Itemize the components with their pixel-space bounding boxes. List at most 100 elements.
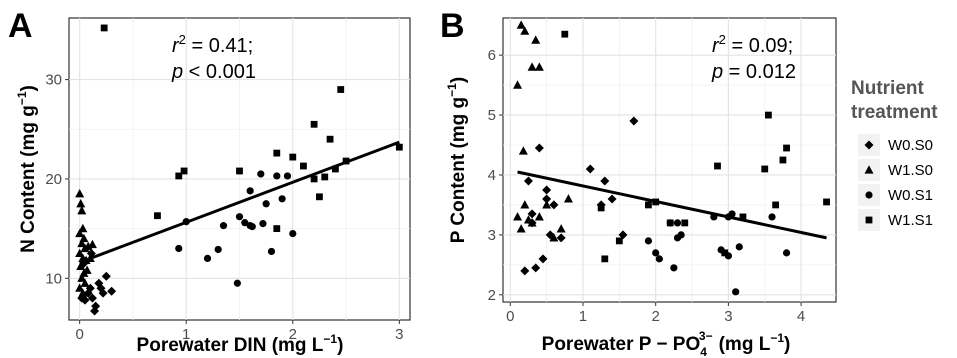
point-w0-s1 xyxy=(782,249,791,257)
point-w1-s1 xyxy=(779,156,787,164)
point-w1-s0 xyxy=(513,80,523,89)
point-w0-s0 xyxy=(538,254,548,264)
point-w1-s0 xyxy=(518,146,528,155)
point-w0-s0 xyxy=(87,293,97,303)
point-w1-s0 xyxy=(77,205,87,215)
point-w0-s0 xyxy=(523,176,533,186)
y-axis-title-a: N Content (mg g−1) xyxy=(15,85,39,253)
point-w1-s0 xyxy=(549,233,559,242)
r2-stat-b: r2 = 0.09; xyxy=(712,32,793,57)
point-w0-s1 xyxy=(728,210,736,218)
x-axis-unit-open-b: (mg L xyxy=(719,334,771,355)
point-w0-s1 xyxy=(273,172,281,180)
point-w0-s0 xyxy=(629,116,639,126)
x-axis-unit-exp-b: −1 xyxy=(770,331,784,345)
panel-letter-a: A xyxy=(8,7,33,45)
point-w0-s1 xyxy=(257,170,265,178)
p-stat-a: p < 0.001 xyxy=(171,61,256,83)
y-axis-main-b: P Content xyxy=(448,149,469,244)
point-w0-s1 xyxy=(246,187,254,195)
point-w0-s0 xyxy=(520,266,530,276)
point-w1-s1 xyxy=(310,175,318,183)
fit-line-b xyxy=(517,170,827,240)
r2-symbol-b: r xyxy=(712,35,720,57)
point-w1-s1 xyxy=(180,167,188,175)
point-w0-s0 xyxy=(90,306,100,316)
p-symbol-a: p xyxy=(171,61,183,83)
point-w1-s0 xyxy=(82,265,92,274)
x-tick-label: 0 xyxy=(506,308,514,325)
point-w0-s1 xyxy=(732,288,740,296)
y-tick-label: 5 xyxy=(488,107,496,124)
point-w1-s1 xyxy=(326,135,334,143)
y-axis-unit-exp-b: −1 xyxy=(445,83,459,97)
point-w0-s0 xyxy=(542,194,552,204)
x-ticks-a: 0 1 2 3 xyxy=(75,320,404,343)
point-w0-s1 xyxy=(233,279,241,287)
point-w0-s0 xyxy=(101,271,111,281)
point-w1-s1 xyxy=(154,212,161,220)
y-tick-label: 2 xyxy=(488,287,496,304)
point-w1-s1 xyxy=(310,120,318,128)
legend-marker-square xyxy=(865,216,873,224)
y-axis-unit-exp-a: −1 xyxy=(15,91,29,105)
panel-letter-b: B xyxy=(440,7,465,45)
x-axis-main-a: Porewater DIN xyxy=(137,335,272,356)
point-w1-s0 xyxy=(520,26,530,35)
point-w1-s0 xyxy=(75,189,85,198)
point-w1-s0 xyxy=(513,212,523,221)
legend-marker-triangle xyxy=(864,165,874,174)
point-w1-s1 xyxy=(332,165,339,173)
point-w1-s0 xyxy=(563,194,573,203)
legend-title-line2: treatment xyxy=(851,102,938,123)
y-axis-title-b: P Content (mg g−1) xyxy=(445,77,469,243)
point-w1-s1 xyxy=(764,111,772,119)
point-w0-s0 xyxy=(585,164,595,174)
point-w0-s1 xyxy=(735,243,743,251)
point-w1-s0 xyxy=(78,288,88,297)
points-a xyxy=(75,24,403,316)
legend-label: W1.S0 xyxy=(888,162,933,179)
legend-label: W0.S0 xyxy=(888,137,933,154)
y-axis-main-a: N Content xyxy=(18,157,39,253)
point-w0-s0 xyxy=(80,295,90,305)
point-w1-s1 xyxy=(561,30,569,38)
point-w0-s1 xyxy=(673,219,682,227)
point-w0-s1 xyxy=(175,244,183,253)
point-w0-s0 xyxy=(531,263,541,273)
y-tick-label: 6 xyxy=(488,47,496,64)
r2-stat-a: r2 = 0.41; xyxy=(172,32,253,57)
point-w0-s1 xyxy=(673,234,682,242)
point-w0-s0 xyxy=(86,248,96,258)
legend-marker-diamond xyxy=(864,140,874,150)
point-w0-s1 xyxy=(235,213,244,221)
point-w1-s1 xyxy=(652,198,660,206)
p-value-b: = 0.012 xyxy=(723,61,796,83)
point-w1-s0 xyxy=(75,283,85,292)
point-w1-s1 xyxy=(645,201,652,209)
point-w1-s0 xyxy=(75,228,85,238)
regression-line xyxy=(517,170,827,240)
point-w0-s1 xyxy=(259,220,267,228)
point-w1-s0 xyxy=(76,198,86,208)
point-w0-s1 xyxy=(214,245,222,254)
point-w1-s0 xyxy=(516,224,526,233)
point-w1-s1 xyxy=(342,157,350,165)
x-tick-label: 1 xyxy=(182,326,190,343)
x-tick-label: 4 xyxy=(797,308,805,325)
point-w0-s1 xyxy=(652,249,660,257)
point-w1-s1 xyxy=(666,219,674,227)
point-w0-s1 xyxy=(670,264,678,272)
y-tick-label: 3 xyxy=(488,227,496,244)
points-b xyxy=(513,20,830,296)
point-w0-s1 xyxy=(219,222,228,230)
point-w1-s1 xyxy=(273,225,281,233)
y-tick-label: 20 xyxy=(45,171,62,188)
point-w1-s1 xyxy=(761,165,769,173)
point-w1-s1 xyxy=(772,201,780,209)
point-w0-s0 xyxy=(542,185,552,195)
point-w1-s0 xyxy=(542,200,552,209)
point-w0-s1 xyxy=(241,219,249,227)
